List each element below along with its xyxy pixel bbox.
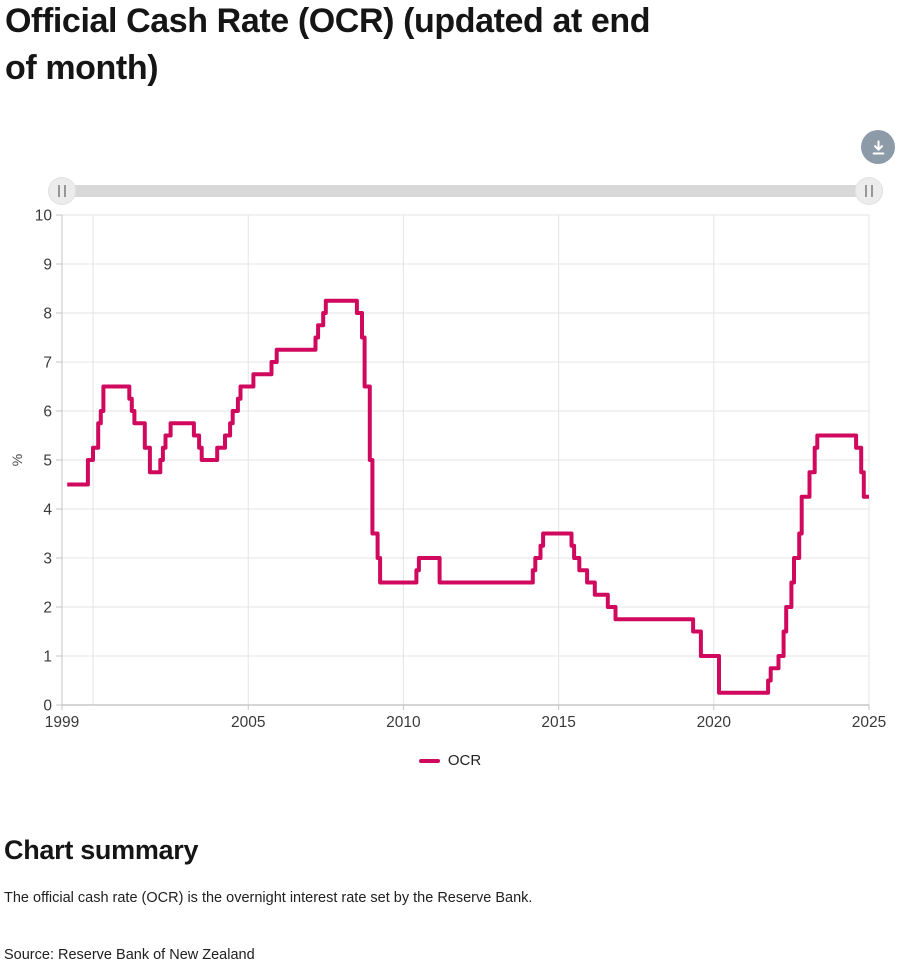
legend: OCR (0, 752, 900, 769)
y-tick-label: 0 (43, 698, 52, 715)
download-icon (870, 139, 887, 156)
legend-item-ocr[interactable]: OCR (418, 752, 482, 769)
y-tick-label: 1 (43, 649, 52, 666)
legend-label: OCR (447, 752, 482, 769)
y-tick-label: 7 (43, 355, 52, 372)
x-tick-label: 2010 (386, 714, 421, 731)
chart-summary-text: The official cash rate (OCR) is the over… (4, 890, 533, 906)
x-tick-label: 2020 (697, 714, 732, 731)
x-tick-label: 2025 (852, 714, 886, 731)
y-axis-unit-label: % (9, 454, 25, 466)
range-slider-handle-left[interactable] (48, 177, 76, 205)
x-tick-label: 1999 (45, 714, 79, 731)
y-tick-label: 9 (43, 257, 52, 274)
y-tick-label: 6 (43, 404, 52, 421)
y-tick-label: 2 (43, 600, 52, 617)
legend-line-swatch (418, 758, 440, 763)
y-tick-label: 4 (43, 502, 52, 519)
y-tick-label: 10 (35, 208, 53, 225)
drag-grip-icon (58, 185, 66, 197)
drag-grip-icon (865, 185, 873, 197)
page-title: Official Cash Rate (OCR) (updated at end… (5, 2, 651, 87)
range-slider-handle-right[interactable] (855, 177, 883, 205)
y-tick-label: 8 (43, 306, 52, 323)
y-tick-label: 3 (43, 551, 52, 568)
x-tick-label: 2005 (231, 714, 265, 731)
y-tick-label: 5 (43, 453, 52, 470)
ocr-chart: 0 1 2 3 4 5 6 7 8 9 10 1999 2005 2010 2015 2020 2025% (9, 208, 886, 732)
chart-summary-heading: Chart summary (4, 835, 199, 865)
source-text: Source: Reserve Bank of New Zealand (4, 947, 255, 963)
range-slider-track[interactable] (62, 185, 871, 197)
series-line-ocr (67, 298, 869, 695)
download-button[interactable] (861, 130, 895, 164)
x-tick-label: 2015 (541, 714, 575, 731)
